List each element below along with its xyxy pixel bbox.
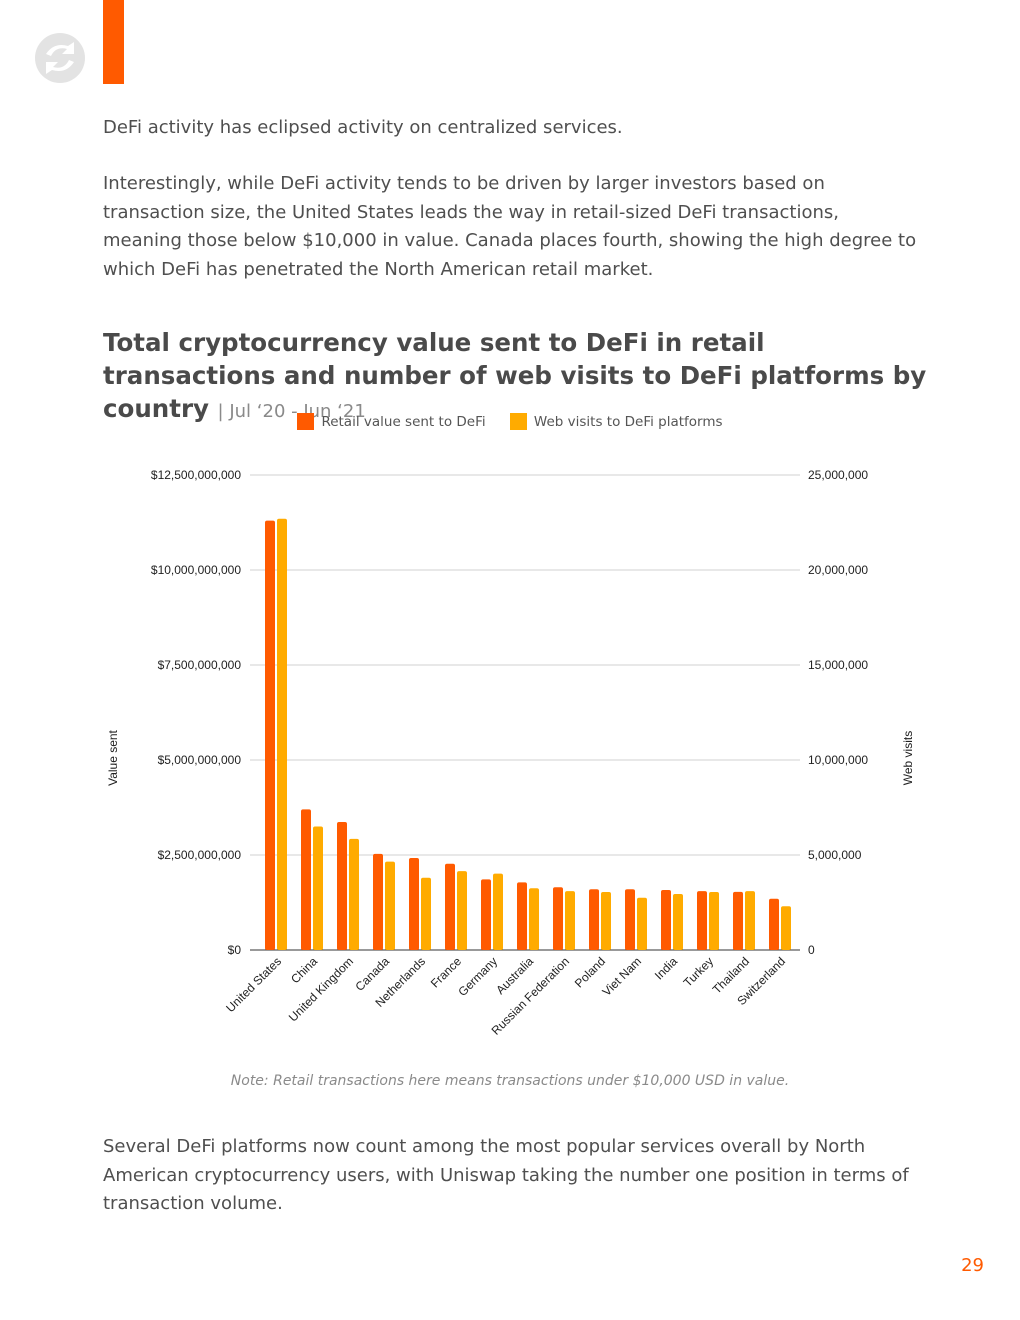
bar-retail-value bbox=[445, 863, 455, 950]
bar-web-visits bbox=[421, 877, 431, 950]
y2-tick-label: 20,000,000 bbox=[808, 563, 868, 577]
y2-tick-label: 25,000,000 bbox=[808, 468, 868, 482]
y-tick-label: $7,500,000,000 bbox=[158, 658, 242, 672]
header-accent-bar bbox=[103, 0, 124, 84]
bar-retail-value bbox=[553, 887, 563, 950]
intro-paragraph: DeFi activity has eclipsed activity on c… bbox=[103, 117, 623, 138]
chart-title: Total cryptocurrency value sent to DeFi … bbox=[103, 326, 933, 428]
legend-swatch-retail bbox=[297, 413, 315, 430]
bar-retail-value bbox=[409, 858, 419, 950]
bar-web-visits bbox=[637, 897, 647, 950]
bar-web-visits bbox=[313, 826, 323, 950]
x-tick-label: India bbox=[652, 954, 681, 983]
legend-label-retail: Retail value sent to DeFi bbox=[321, 413, 486, 430]
bar-retail-value bbox=[625, 889, 635, 950]
y2-tick-label: 5,000,000 bbox=[808, 848, 862, 862]
x-tick-label: Germany bbox=[455, 954, 500, 999]
bar-web-visits bbox=[565, 891, 575, 950]
y2-axis-label: Web visits bbox=[901, 731, 915, 785]
closing-paragraph: Several DeFi platforms now count among t… bbox=[103, 1136, 909, 1214]
legend-label-web: Web visits to DeFi platforms bbox=[533, 413, 723, 430]
bar-web-visits bbox=[385, 861, 395, 950]
bar-retail-value bbox=[301, 809, 311, 950]
y2-tick-label: 10,000,000 bbox=[808, 753, 868, 767]
bar-retail-value bbox=[733, 891, 743, 950]
bar-retail-value bbox=[517, 882, 527, 950]
y-tick-label: $12,500,000,000 bbox=[151, 468, 241, 482]
legend-item-retail: Retail value sent to DeFi bbox=[297, 413, 486, 430]
legend-swatch-web bbox=[509, 413, 527, 430]
y-axis-label: Value sent bbox=[106, 729, 120, 785]
bar-chart: $0 0 $2,500,000,000 5,000,000 $5,000,000,000… bbox=[106, 468, 915, 1038]
x-tick-label: Viet Nam bbox=[599, 954, 644, 999]
bar-retail-value bbox=[589, 889, 599, 950]
y-tick-label: $0 bbox=[228, 943, 242, 957]
bar-web-visits bbox=[601, 892, 611, 950]
bar-web-visits bbox=[781, 906, 791, 950]
bar-retail-value bbox=[661, 889, 671, 950]
bar-retail-value bbox=[373, 853, 383, 950]
bar-web-visits bbox=[529, 888, 539, 950]
y-tick-label: $5,000,000,000 bbox=[158, 753, 242, 767]
bar-web-visits bbox=[745, 891, 755, 950]
y-tick-label: $10,000,000,000 bbox=[151, 563, 241, 577]
bar-retail-value bbox=[265, 520, 275, 950]
body-paragraph: Interestingly, while DeFi activity tends… bbox=[103, 173, 917, 280]
y-tick-label: $2,500,000,000 bbox=[158, 848, 242, 862]
y2-tick-label: 15,000,000 bbox=[808, 658, 868, 672]
bar-web-visits bbox=[709, 892, 719, 950]
bar-retail-value bbox=[769, 898, 779, 950]
page-number: 29 bbox=[961, 1255, 984, 1276]
legend-item-web: Web visits to DeFi platforms bbox=[509, 413, 723, 430]
chart-note: Note: Retail transactions here means tra… bbox=[230, 1073, 790, 1089]
chart-subtitle: | Jul ‘20 - Jun ‘21 bbox=[217, 401, 366, 422]
chart-legend: Retail value sent to DeFi Web visits to … bbox=[0, 413, 1020, 434]
bar-web-visits bbox=[493, 873, 503, 950]
bar-retail-value bbox=[481, 879, 491, 950]
x-tick-label: China bbox=[288, 954, 320, 986]
bar-web-visits bbox=[349, 838, 359, 950]
x-tick-label: United States bbox=[223, 954, 284, 1015]
chart-title-text: Total cryptocurrency value sent to DeFi … bbox=[103, 328, 927, 423]
bar-retail-value bbox=[337, 821, 347, 950]
bar-retail-value bbox=[697, 891, 707, 950]
bar-web-visits bbox=[457, 871, 467, 950]
y2-tick-label: 0 bbox=[808, 943, 815, 957]
bar-web-visits bbox=[277, 518, 287, 950]
x-tick-label: United Kingdom bbox=[286, 954, 356, 1024]
bar-web-visits bbox=[673, 893, 683, 950]
chainalysis-logo-icon bbox=[35, 33, 85, 83]
